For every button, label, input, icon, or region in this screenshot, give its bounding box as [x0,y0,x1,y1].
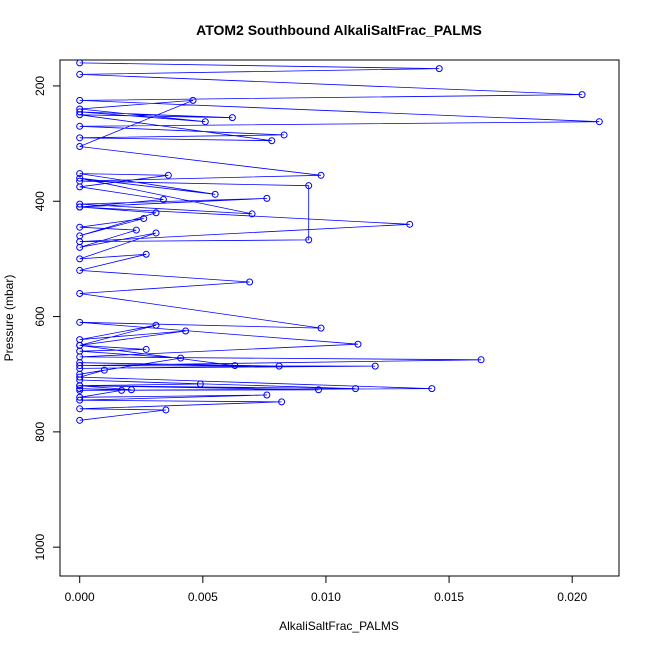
chart-title: ATOM2 Southbound AlkaliSaltFrac_PALMS [196,22,482,38]
data-point [352,385,360,393]
data-point [315,386,323,394]
x-axis: 0.000 0.005 0.010 0.015 0.020 [65,575,588,604]
data-point [76,416,84,424]
data-point [201,118,209,126]
y-tick-label: 1000 [33,534,47,561]
data-point [275,362,283,370]
data-point [76,108,84,116]
data-point [76,385,84,393]
x-tick-label: 0.005 [188,590,218,604]
data-point [76,243,84,251]
data-point [76,382,84,390]
x-tick-label: 0.020 [557,590,587,604]
data-point [428,385,436,393]
data-point [76,183,84,191]
data-point [162,406,170,414]
data-point [76,142,84,150]
data-point [189,96,197,104]
data-point [76,405,84,413]
data-point [152,209,160,217]
data-point [211,190,219,198]
data-point [435,65,443,73]
data-point [76,362,84,370]
x-tick-label: 0.010 [311,590,341,604]
data-point [76,266,84,274]
data-point [76,96,84,104]
data-point [477,356,485,364]
data-point [76,105,84,113]
y-tick-label: 800 [33,422,47,442]
data-point [231,362,239,370]
data-point [142,250,150,258]
data-point [305,182,313,190]
data-point [263,194,271,202]
data-point [76,359,84,367]
data-point [76,70,84,78]
data-point [76,60,84,67]
data-point [152,229,160,237]
x-tick-label: 0.015 [434,590,464,604]
data-point [76,203,84,211]
data-point [182,327,190,335]
data-point [177,354,185,362]
data-point [76,255,84,263]
y-tick-label: 600 [33,306,47,326]
data-point [248,210,256,218]
data-point [140,215,148,223]
data-point [263,391,271,399]
data-point [76,393,84,401]
data-point [317,324,325,332]
data-point [305,236,313,244]
x-axis-label: AlkaliSaltFrac_PALMS [279,619,399,633]
data-point [354,340,362,348]
data-point [76,174,84,182]
data-point [228,114,236,122]
data-point [595,118,603,126]
data-point [76,232,84,240]
data-point [76,373,84,381]
data-point [280,131,288,139]
data-point [371,362,379,370]
data-point [278,398,286,406]
data-point [76,347,84,355]
data-point [76,122,84,130]
y-axis: 200 400 600 800 1000 [33,76,61,561]
data-point [142,345,150,353]
data-point [76,223,84,231]
data-point [196,380,204,388]
y-tick-label: 400 [33,191,47,211]
data-point [317,171,325,179]
data-point [268,137,276,145]
data-point [152,321,160,329]
data-point [159,196,167,204]
y-axis-label: Pressure (mbar) [2,275,16,362]
series-line [79,62,600,421]
data-point [76,134,84,142]
data-point [132,226,140,234]
data-point [76,200,84,208]
data-point [100,366,108,374]
data-point [246,278,254,286]
data-point [76,318,84,326]
y-tick-label: 200 [33,76,47,96]
series-layer [76,60,603,424]
data-point [164,171,172,179]
data-point [76,396,84,404]
data-point [406,220,414,228]
data-point [76,170,84,178]
data-point [127,386,135,394]
plot-frame [59,59,620,577]
x-tick-label: 0.000 [65,590,95,604]
data-point [118,386,126,394]
data-point [76,289,84,297]
data-point [578,91,586,99]
